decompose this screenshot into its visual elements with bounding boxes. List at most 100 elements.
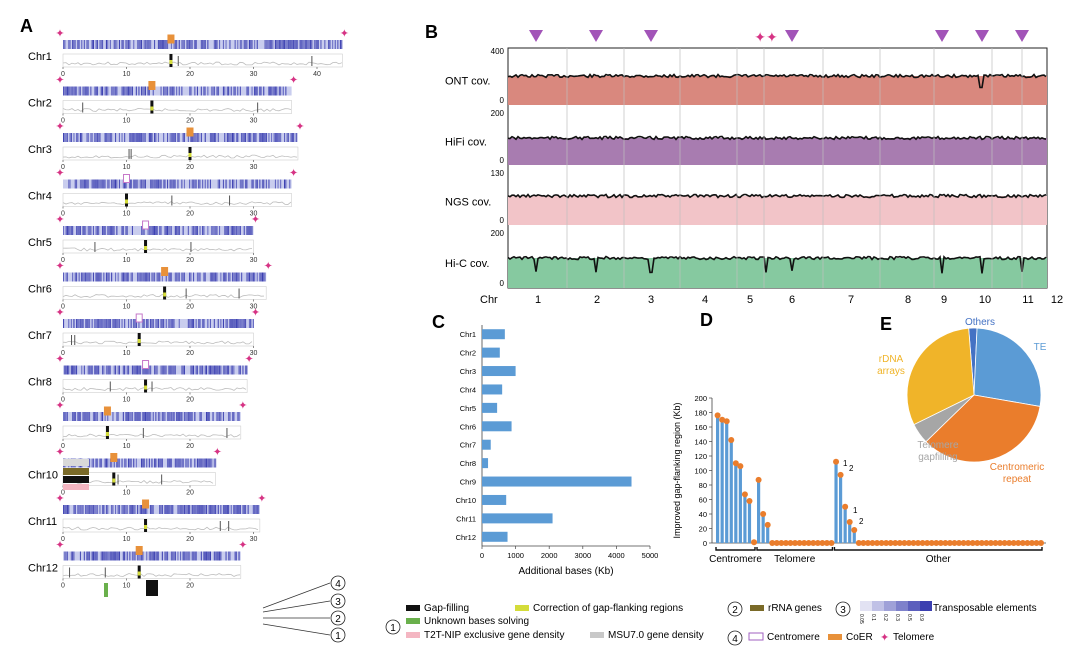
bar-chr10: [482, 494, 507, 505]
te-density-stripe: [121, 226, 123, 235]
te-density-stripe: [191, 365, 193, 375]
correction-mark: [125, 199, 128, 204]
data-point: [1028, 540, 1035, 546]
te-density-stripe: [105, 40, 107, 49]
bar-chr6: [482, 421, 512, 432]
te-density-stripe: [222, 365, 224, 375]
coverage-track: Hi-C cov.2000: [445, 229, 1047, 288]
legend-number: 4: [732, 634, 738, 645]
chromosome-chr12: Chr12✦ ✦0 10 20: [28, 540, 247, 590]
te-density-stripe: [256, 179, 258, 189]
te-density-stripe: [105, 319, 107, 328]
te-density-stripe: [220, 319, 222, 328]
data-point: [896, 540, 903, 546]
te-density-stripe: [118, 133, 120, 142]
te-density-stripe: [89, 458, 91, 468]
te-density-stripe: [250, 272, 252, 282]
te-density-stripe: [79, 505, 81, 514]
te-density-stripe: [190, 458, 192, 468]
coverage-fill: [508, 138, 1047, 165]
te-density-stripe: [83, 272, 85, 282]
gap-filling-mark: [74, 335, 76, 345]
te-density-stripe: [173, 179, 175, 189]
data-point: [978, 540, 985, 546]
te-density-stripe: [239, 40, 241, 49]
te-density-stripe: [241, 179, 243, 189]
track-marker-circle: [330, 575, 346, 591]
te-density-stripe: [277, 133, 279, 142]
te-density-stripe: [216, 365, 218, 375]
te-density-stripe: [77, 505, 79, 514]
te-density-stripe: [137, 133, 139, 142]
te-density-stripe: [190, 86, 192, 96]
gap-filling-label: Gap-filling: [424, 603, 469, 614]
te-density-stripe: [233, 226, 235, 235]
te-density-stripe: [103, 179, 105, 189]
te-density-stripe: [103, 365, 105, 375]
coverage-line: [507, 193, 1047, 199]
axis-tick-label: 10: [123, 397, 131, 404]
track-max: 400: [491, 47, 505, 56]
data-point: [937, 540, 944, 546]
te-density-stripe: [131, 551, 133, 561]
gap-filling-mark: [117, 474, 119, 485]
te-density-stripe: [230, 133, 232, 142]
bar: [766, 524, 770, 543]
panel-label: D: [700, 310, 713, 330]
te-density-stripe: [68, 226, 70, 235]
te-density-stripe: [107, 458, 109, 468]
te-density-stripe: [69, 86, 71, 96]
te-density-stripe: [126, 505, 128, 514]
te-density-stripe: [238, 365, 240, 375]
te-density-stripe: [138, 133, 140, 142]
te-density-stripe: [157, 133, 159, 142]
axis-tick-label: 0: [61, 304, 65, 311]
te-density-stripe: [228, 133, 230, 142]
te-density-stripe: [239, 179, 241, 189]
te-density-stripe: [167, 412, 169, 421]
pie-label: Telomere: [917, 440, 959, 451]
axis-tick-label: 0: [61, 490, 65, 497]
gap-filling-mark: [128, 149, 130, 159]
te-density-stripe: [213, 505, 215, 514]
te-density-stripe: [154, 133, 156, 142]
axis-tick-label: 20: [186, 350, 194, 357]
te-density-stripe: [161, 365, 163, 375]
te-density-stripe: [287, 40, 289, 49]
te-density-stripe: [73, 133, 75, 142]
te-density-stripe: [169, 319, 171, 328]
te-density-stripe: [189, 319, 191, 328]
te-density-stripe: [213, 458, 215, 468]
msu-gene-density-line: [62, 387, 247, 391]
chromosome-chr6: Chr6✦ ✦0 10 20 30: [28, 261, 273, 311]
te-density-stripe: [264, 272, 266, 282]
te-density-stripe: [135, 458, 137, 468]
te-density-stripe: [168, 458, 170, 468]
te-density-stripe: [255, 133, 257, 142]
te-density-stripe: [78, 272, 80, 282]
te-density-stripe: [159, 179, 161, 189]
te-density-stripe: [151, 551, 153, 561]
chromosome-name: Chr11: [28, 516, 57, 528]
te-density-stripe: [141, 551, 143, 561]
te-density-stripe: [131, 86, 133, 96]
te-density-stripe: [234, 551, 236, 561]
te-density-stripe: [146, 40, 148, 49]
te-density-stripe: [252, 179, 254, 189]
te-density-stripe: [252, 272, 254, 282]
te-density-stripe: [213, 86, 215, 96]
te-density-stripe: [89, 551, 91, 561]
te-density-stripe: [233, 412, 235, 421]
te-density-stripe: [251, 40, 253, 49]
te-density-stripe: [193, 272, 195, 282]
data-point: [1038, 540, 1045, 546]
te-density-stripe: [187, 133, 189, 142]
data-point: [828, 540, 835, 546]
bar: [757, 479, 761, 543]
bar: [852, 529, 856, 543]
te-density-stripe: [68, 319, 70, 328]
te-density-stripe: [141, 133, 143, 142]
te-density-stripe: [245, 365, 247, 375]
te-density-stripe: [66, 551, 68, 561]
te-density-stripe: [70, 319, 72, 328]
